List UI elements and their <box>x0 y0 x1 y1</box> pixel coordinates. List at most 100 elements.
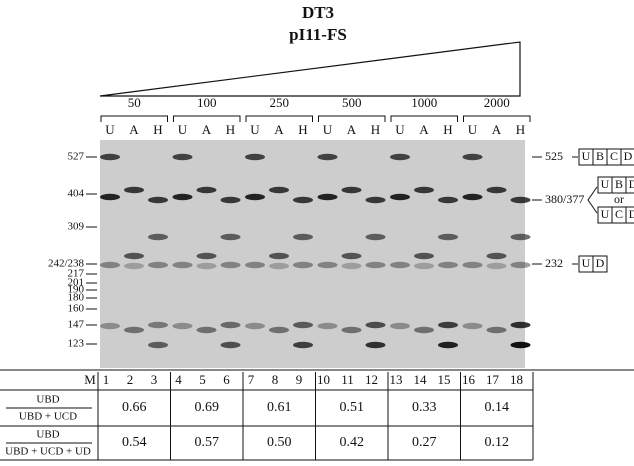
band <box>486 326 507 334</box>
band <box>510 261 531 269</box>
lane-letter: H <box>516 122 525 137</box>
band <box>269 186 289 194</box>
band <box>414 262 434 270</box>
lane-number: 9 <box>296 372 303 387</box>
band <box>462 153 483 161</box>
lane-bracket <box>463 115 531 122</box>
domain-letter: B <box>615 177 623 191</box>
band <box>245 261 265 269</box>
lane-letter: A <box>274 122 284 137</box>
lane-number: 6 <box>223 372 230 387</box>
lane-number: 1 <box>103 372 110 387</box>
band <box>486 186 507 194</box>
concentration-label: 50 <box>128 95 141 110</box>
or-label: or <box>614 192 624 206</box>
lane-letter: H <box>153 122 162 137</box>
band <box>365 233 386 241</box>
band <box>438 341 458 349</box>
product-fork <box>587 186 598 214</box>
title: DT3 <box>302 3 334 22</box>
band <box>196 186 217 194</box>
gel <box>100 140 525 368</box>
gradient-wedge <box>99 41 521 97</box>
domain-letter: D <box>624 149 633 163</box>
band <box>365 341 386 349</box>
domain-letter: U <box>582 256 591 270</box>
fraction-numerator: UBD <box>36 394 59 406</box>
ratio-value: 0.33 <box>412 400 437 415</box>
band <box>510 321 531 329</box>
ratio-value: 0.50 <box>267 435 292 450</box>
marker-label: 180 <box>68 292 85 304</box>
lane-letter: A <box>492 122 502 137</box>
band <box>245 322 265 330</box>
band <box>124 326 144 334</box>
band <box>390 322 410 330</box>
domain-letter: U <box>582 149 591 163</box>
ratio-value: 0.54 <box>122 435 147 450</box>
band <box>293 341 313 349</box>
domain-box <box>592 255 608 273</box>
band <box>510 341 531 349</box>
band <box>390 153 410 161</box>
band <box>220 233 241 241</box>
band <box>148 196 168 204</box>
marker-label: 160 <box>68 303 85 315</box>
lane-number: 7 <box>248 372 255 387</box>
band <box>148 321 168 329</box>
domain-letter: C <box>610 149 618 163</box>
band <box>196 326 217 334</box>
fraction-denominator: UBD + UCD + UD <box>5 446 91 458</box>
band <box>365 321 386 329</box>
lane-number: 11 <box>341 372 354 387</box>
band <box>414 326 434 334</box>
band <box>341 326 362 334</box>
fraction-denominator: UBD + UCD <box>19 411 77 423</box>
domain-letter: D <box>629 177 634 191</box>
band <box>341 262 362 270</box>
lane-number: 5 <box>199 372 206 387</box>
lane-number: 14 <box>414 372 428 387</box>
domain-letter: C <box>615 207 623 221</box>
domain-box <box>625 176 634 194</box>
band <box>100 153 120 161</box>
domain-letter: D <box>596 256 605 270</box>
lane-number: 2 <box>127 372 134 387</box>
band <box>172 322 193 330</box>
band <box>293 261 313 269</box>
marker-label: 242/238 <box>48 258 85 270</box>
lane-bracket <box>245 115 313 122</box>
lane-bracket <box>100 115 168 122</box>
ratio-value: 0.69 <box>195 400 220 415</box>
band <box>148 341 168 349</box>
lane-number: 8 <box>272 372 279 387</box>
lane-number: 15 <box>438 372 451 387</box>
domain-letter: U <box>601 177 610 191</box>
band <box>124 262 144 270</box>
band <box>486 262 507 270</box>
lane-letter: A <box>202 122 212 137</box>
band <box>100 322 120 330</box>
lane-bracket <box>318 115 386 122</box>
ratio-value: 0.42 <box>340 435 365 450</box>
lane-letter: H <box>443 122 452 137</box>
band <box>390 261 410 269</box>
band <box>293 196 313 204</box>
band <box>100 193 120 201</box>
domain-letter: D <box>629 207 634 221</box>
lane-letter: H <box>371 122 380 137</box>
band <box>196 252 217 260</box>
fraction-numerator: UBD <box>36 429 59 441</box>
band <box>220 341 241 349</box>
ratio-value: 0.27 <box>412 435 437 450</box>
band <box>510 196 531 204</box>
band <box>245 153 265 161</box>
concentration-label: 2000 <box>484 95 510 110</box>
domain-letter: U <box>601 207 610 221</box>
band <box>462 322 483 330</box>
ratio-value: 0.14 <box>485 400 510 415</box>
band <box>341 252 362 260</box>
band <box>462 193 483 201</box>
lane-letter: U <box>105 122 115 137</box>
